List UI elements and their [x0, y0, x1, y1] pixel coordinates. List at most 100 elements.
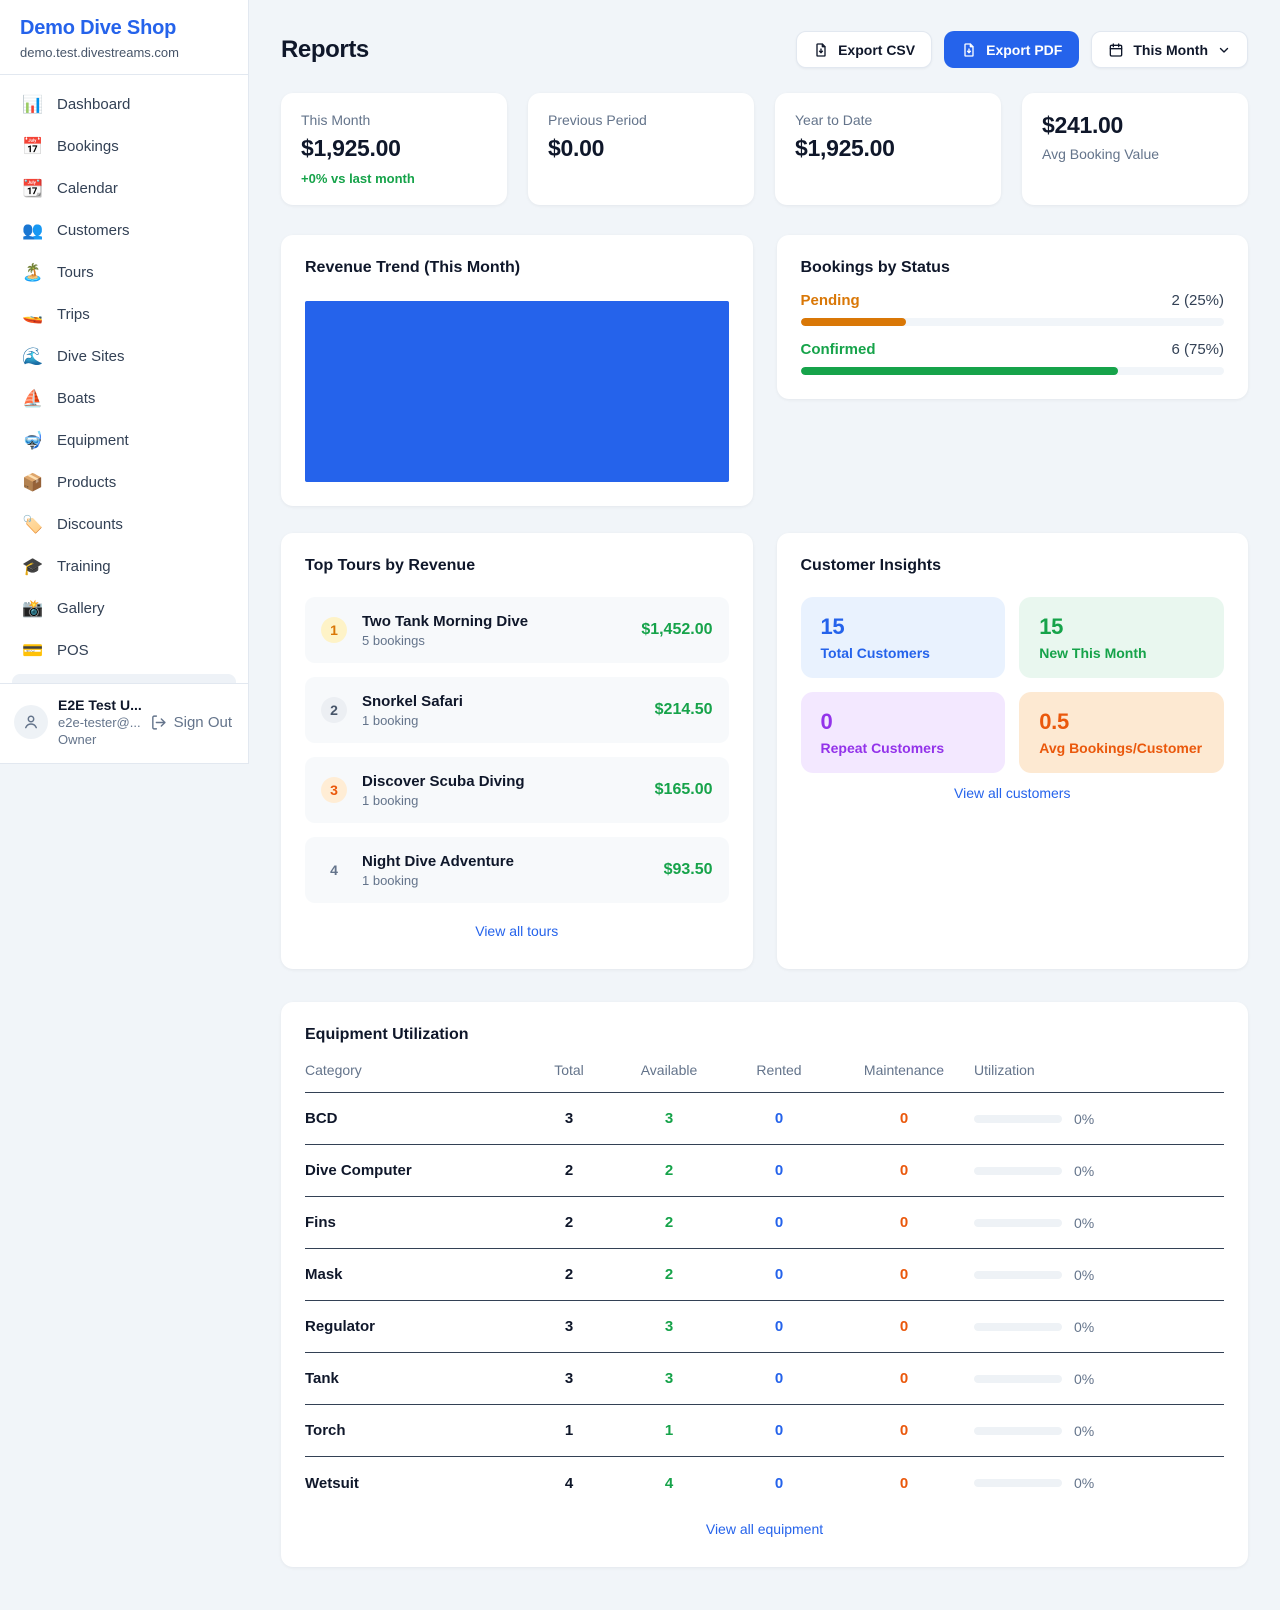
rank-badge: 4	[330, 862, 338, 878]
list-item: 3 Discover Scuba Diving 1 booking $165.0…	[305, 757, 729, 823]
equipment-category: Mask	[305, 1266, 343, 1283]
camera-icon: 📸	[22, 599, 44, 618]
avatar	[14, 705, 48, 739]
status-value: 6 (75%)	[1171, 341, 1224, 358]
equipment-category: Tank	[305, 1370, 339, 1387]
sidebar-item-dashboard[interactable]: 📊 Dashboard	[12, 84, 236, 126]
sidebar-nav: 📊 Dashboard 📅 Bookings 📆 Calendar 👥 Cust…	[0, 75, 248, 672]
stat-card-previous-period: Previous Period $0.00	[528, 93, 754, 205]
sidebar-item-discounts[interactable]: 🏷️ Discounts	[12, 504, 236, 546]
utilization-bar-track	[974, 1374, 1062, 1383]
period-select[interactable]: This Month	[1091, 31, 1248, 68]
equipment-total: 3	[564, 1370, 574, 1387]
top-tours-panel: Top Tours by Revenue 1 Two Tank Morning …	[281, 533, 753, 969]
user-info: E2E Test U... e2e-tester@... Owner	[58, 697, 142, 747]
stat-label: Previous Period	[548, 112, 647, 128]
user-footer: E2E Test U... e2e-tester@... Owner Sign …	[0, 683, 248, 763]
panel-title: Revenue Trend (This Month)	[305, 259, 521, 276]
sidebar-item-dive-sites[interactable]: 🌊 Dive Sites	[12, 336, 236, 378]
sidebar-item-boats[interactable]: ⛵ Boats	[12, 378, 236, 420]
equipment-total: 4	[564, 1474, 574, 1492]
status-bar-fill	[800, 318, 907, 326]
stats-row: This Month $1,925.00 +0% vs last month P…	[281, 93, 1248, 205]
status-bar-track	[800, 367, 1224, 375]
island-icon: 🏝️	[22, 263, 44, 282]
sidebar-item-products[interactable]: 📦 Products	[12, 462, 236, 504]
list-item: 4 Night Dive Adventure 1 booking $93.50	[305, 837, 729, 903]
sidebar-item-calendar[interactable]: 📆 Calendar	[12, 168, 236, 210]
sidebar-item-pos[interactable]: 💳 POS	[12, 630, 236, 672]
tag-icon: 🏷️	[22, 515, 44, 534]
insight-value: 0.5	[1039, 709, 1069, 734]
utilization-bar-track	[974, 1322, 1062, 1331]
equipment-category: Fins	[305, 1214, 336, 1231]
tour-amount: $165.00	[654, 781, 713, 798]
insight-card: 0 Repeat Customers	[800, 692, 1006, 773]
view-all-tours-link[interactable]: View all tours	[305, 917, 729, 945]
tour-name: Discover Scuba Diving	[362, 772, 525, 790]
utilization-percent: 0%	[1074, 1214, 1095, 1231]
tear-off-calendar-icon: 📆	[22, 179, 44, 198]
status-list: Pending 2 (25%) Confirmed 6 (75%)	[800, 292, 1224, 375]
equipment-utilization: 0%	[974, 1163, 1224, 1179]
user-role: Owner	[58, 732, 97, 747]
calendar-icon: 📅	[22, 137, 44, 156]
sidebar-item-label: Training	[57, 558, 111, 575]
sidebar-item-equipment[interactable]: 🤿 Equipment	[12, 420, 236, 462]
equipment-total: 2	[564, 1266, 574, 1283]
equipment-category: Wetsuit	[305, 1474, 359, 1492]
sidebar-item-label: Tours	[57, 264, 94, 281]
tour-name: Night Dive Adventure	[362, 852, 514, 870]
rank-badge: 1	[321, 617, 347, 643]
status-bar-track	[800, 318, 1224, 326]
stat-label: This Month	[301, 112, 371, 128]
stat-value: $0.00	[548, 135, 605, 161]
table-header: Category Total Available Rented Maintena…	[305, 1062, 1224, 1093]
stat-card-avg-booking-value: $241.00 Avg Booking Value	[1022, 93, 1248, 205]
export-csv-button[interactable]: Export CSV	[796, 31, 933, 68]
sidebar-item-training[interactable]: 🎓 Training	[12, 546, 236, 588]
equipment-utilization: 0%	[974, 1423, 1224, 1439]
status-label: Pending	[800, 292, 860, 309]
sidebar-item-trips[interactable]: 🚤 Trips	[12, 294, 236, 336]
equipment-total: 3	[564, 1318, 574, 1335]
equipment-available: 3	[664, 1370, 674, 1387]
tour-name: Snorkel Safari	[362, 692, 463, 710]
customer-insights-panel: Customer Insights 15 Total Customers 15 …	[776, 533, 1248, 969]
equipment-maintenance: 0	[899, 1474, 909, 1492]
view-all-customers-link[interactable]: View all customers	[801, 779, 1225, 807]
utilization-percent: 0%	[1074, 1370, 1095, 1387]
lists-row: Top Tours by Revenue 1 Two Tank Morning …	[281, 533, 1248, 969]
insights-grid: 15 Total Customers 15 New This Month 0 R…	[800, 597, 1224, 773]
insight-card: 15 Total Customers	[800, 597, 1006, 678]
sidebar-item-bookings[interactable]: 📅 Bookings	[12, 126, 236, 168]
speedboat-icon: 🚤	[22, 305, 44, 324]
view-all-equipment-link[interactable]: View all equipment	[305, 1515, 1224, 1543]
page-title: Reports	[281, 35, 369, 63]
equipment-maintenance: 0	[899, 1162, 909, 1179]
sidebar: Demo Dive Shop demo.test.divestreams.com…	[0, 0, 249, 764]
brand-title[interactable]: Demo Dive Shop	[20, 17, 177, 39]
sidebar-item-tours[interactable]: 🏝️ Tours	[12, 252, 236, 294]
diving-mask-icon: 🤿	[22, 431, 44, 450]
tour-bookings-count: 1 booking	[362, 792, 419, 808]
stat-card-this-month: This Month $1,925.00 +0% vs last month	[281, 93, 507, 205]
equipment-rented: 0	[774, 1318, 784, 1335]
sidebar-item-customers[interactable]: 👥 Customers	[12, 210, 236, 252]
tour-amount: $214.50	[654, 701, 713, 718]
user-email: e2e-tester@...	[58, 715, 141, 730]
stat-delta: +0% vs last month	[301, 171, 415, 186]
sidebar-item-gallery[interactable]: 📸 Gallery	[12, 588, 236, 630]
stat-value: $1,925.00	[795, 135, 895, 161]
nav-item-partial	[12, 674, 236, 683]
equipment-rented: 0	[774, 1474, 784, 1492]
export-pdf-button[interactable]: Export PDF	[944, 31, 1080, 68]
equipment-available: 3	[664, 1110, 674, 1127]
header-actions: Export CSV Export PDF This Month	[796, 31, 1248, 68]
sign-out-label: Sign Out	[173, 713, 232, 731]
insight-label: Avg Bookings/Customer	[1039, 740, 1203, 756]
sign-out-button[interactable]: Sign Out	[150, 714, 234, 731]
insight-label: Repeat Customers	[820, 740, 945, 756]
tour-amount: $1,452.00	[641, 621, 713, 638]
export-csv-label: Export CSV	[838, 41, 916, 58]
